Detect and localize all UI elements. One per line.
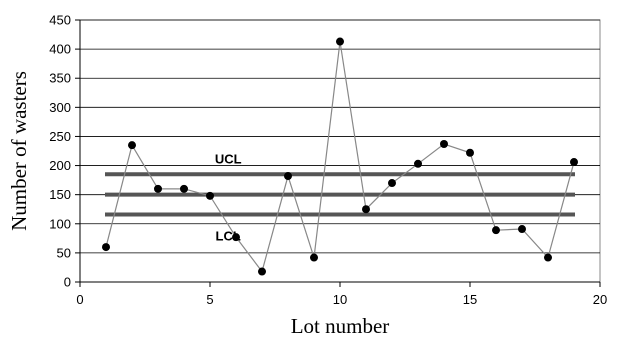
data-point bbox=[154, 184, 162, 193]
data-point bbox=[544, 253, 552, 262]
y-axis-title: Number of wasters bbox=[7, 71, 31, 231]
y-tick-label: 100 bbox=[49, 216, 71, 231]
x-tick-label: 5 bbox=[206, 292, 213, 307]
series-line-layer bbox=[105, 41, 575, 273]
y-tick-label: 400 bbox=[49, 42, 71, 57]
x-tick-label: 0 bbox=[76, 292, 83, 307]
gridlines bbox=[80, 19, 600, 254]
data-point bbox=[388, 179, 396, 188]
y-tick-label: 300 bbox=[49, 100, 71, 115]
data-point bbox=[128, 141, 136, 150]
data-point bbox=[466, 148, 474, 157]
data-point bbox=[414, 159, 422, 168]
y-tick-label: 50 bbox=[57, 245, 71, 260]
x-axis-title: Lot number bbox=[291, 314, 390, 338]
data-point bbox=[570, 158, 578, 167]
data-points bbox=[102, 37, 578, 276]
data-point bbox=[206, 191, 214, 200]
x-tick-label: 10 bbox=[333, 292, 347, 307]
y-tick-label: 350 bbox=[49, 71, 71, 86]
axes bbox=[75, 19, 601, 287]
y-tick-label: 250 bbox=[49, 129, 71, 144]
x-tick-label: 15 bbox=[463, 292, 477, 307]
axis-labels: 0 50 100 150 200 250 300 350 400 450 0 5 10 15 20 bbox=[49, 13, 607, 308]
data-point bbox=[362, 205, 370, 214]
y-tick-label: 200 bbox=[49, 158, 71, 173]
data-point bbox=[310, 253, 318, 262]
data-point bbox=[336, 37, 344, 46]
y-tick-label: 150 bbox=[49, 187, 71, 202]
data-point bbox=[284, 172, 292, 181]
data-point bbox=[232, 233, 240, 242]
control-limit-label-ucl: UCL bbox=[215, 151, 242, 166]
plot-frame bbox=[79, 19, 601, 283]
series-line bbox=[105, 41, 575, 273]
y-tick-label: 0 bbox=[64, 275, 71, 290]
y-tick-label: 450 bbox=[49, 13, 71, 28]
data-point bbox=[492, 226, 500, 235]
data-point bbox=[518, 225, 526, 234]
x-tick-label: 20 bbox=[593, 292, 607, 307]
data-point bbox=[258, 267, 266, 276]
data-point bbox=[102, 243, 110, 252]
data-point bbox=[180, 184, 188, 193]
data-point bbox=[440, 140, 448, 149]
